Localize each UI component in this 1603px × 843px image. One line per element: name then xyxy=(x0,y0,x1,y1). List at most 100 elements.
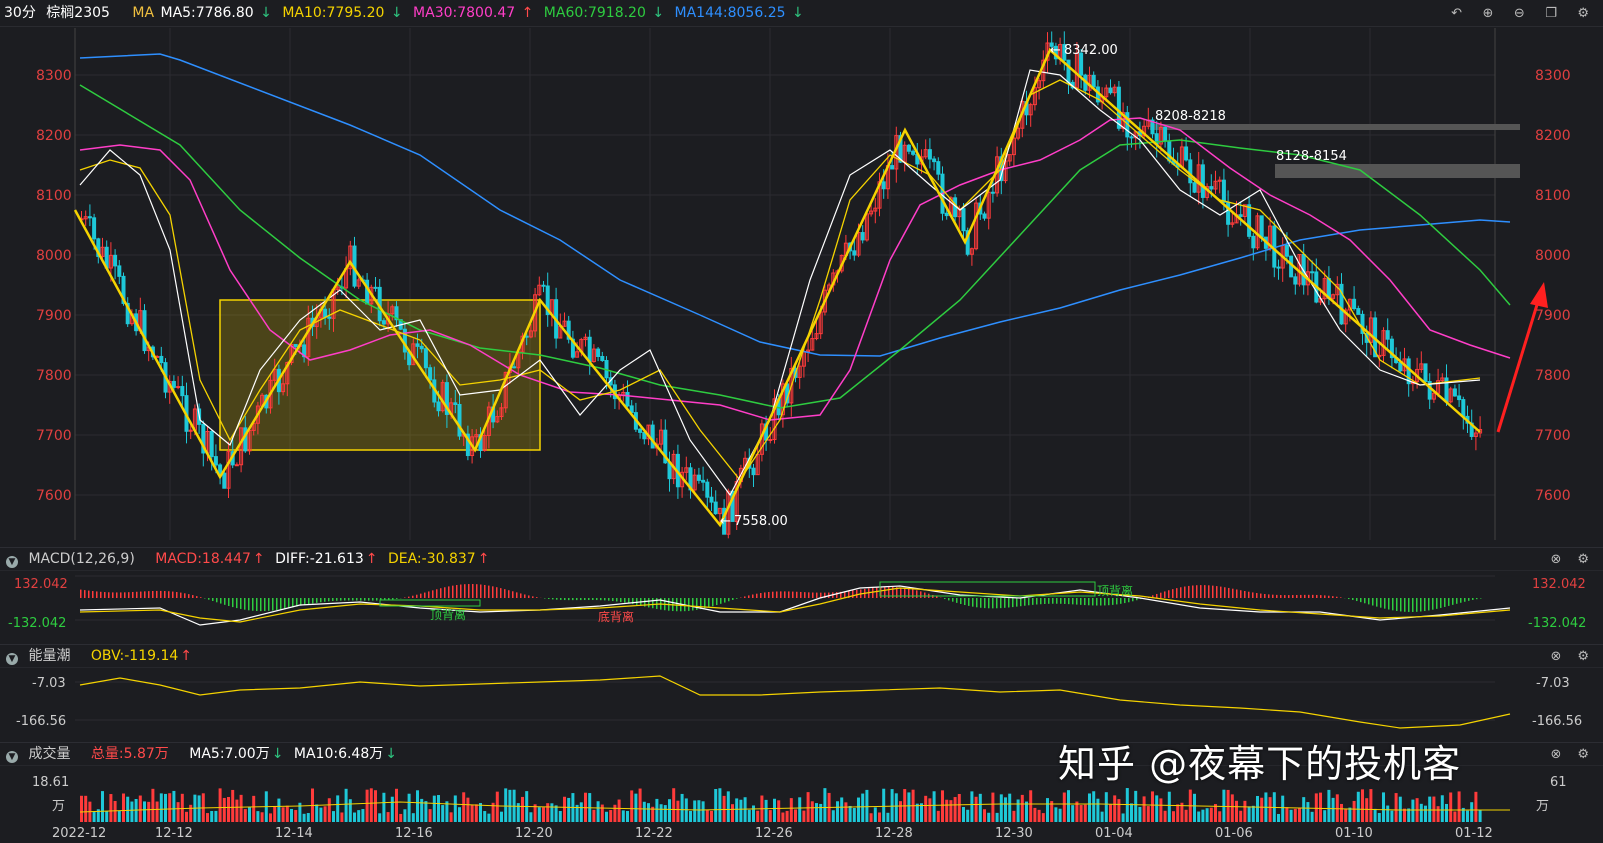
macd-histogram-bar xyxy=(1416,598,1418,612)
settings-icon[interactable]: ⚙ xyxy=(1577,747,1589,762)
macd-histogram-bar xyxy=(532,596,534,598)
candle xyxy=(1213,180,1218,190)
macd-histogram-bar xyxy=(952,598,954,602)
settings-icon[interactable]: ⚙ xyxy=(1577,6,1589,21)
macd-histogram-bar xyxy=(796,591,798,598)
volume-bar xyxy=(466,797,470,822)
macd-histogram-bar xyxy=(784,591,786,598)
macd-histogram-bar xyxy=(1240,590,1242,598)
candle xyxy=(1356,308,1361,315)
macd-histogram-bar xyxy=(160,590,162,598)
volume-bar xyxy=(80,795,83,822)
macd-histogram-bar xyxy=(1132,598,1134,602)
macd-histogram-bar xyxy=(572,598,574,601)
period-label[interactable]: 30分 xyxy=(4,5,36,21)
volume-bar xyxy=(1335,794,1339,822)
volume-bar xyxy=(768,810,772,822)
macd-histogram-bar xyxy=(1276,594,1278,598)
price-tick-right: 8000 xyxy=(1535,248,1571,264)
volume-bar xyxy=(1453,811,1457,822)
macd-histogram-bar xyxy=(1092,598,1094,606)
volume-bar xyxy=(630,790,634,822)
collapse-icon[interactable]: ▼ xyxy=(6,556,18,568)
volume-bar xyxy=(613,804,617,822)
volume-bar xyxy=(1466,810,1469,822)
macd-histogram-bar xyxy=(584,598,586,601)
settings-icon[interactable]: ⚙ xyxy=(1577,552,1589,567)
zoom-in-icon[interactable]: ⊕ xyxy=(1482,6,1494,21)
macd-histogram-bar xyxy=(136,591,138,598)
ma5-arrow: ↓ xyxy=(260,5,272,21)
macd-histogram-bar xyxy=(380,598,382,601)
macd-histogram-bar xyxy=(428,591,430,598)
candle xyxy=(1431,392,1436,400)
candle xyxy=(1016,127,1021,139)
macd-histogram-bar xyxy=(748,595,750,598)
volume-bar xyxy=(1088,793,1091,822)
macd-histogram-bar xyxy=(152,591,154,598)
date-tick: 12-16 xyxy=(395,826,433,841)
macd-histogram-bar xyxy=(760,593,762,598)
undo-icon[interactable]: ↶ xyxy=(1451,6,1463,21)
candle xyxy=(852,250,857,256)
volume-bar xyxy=(722,795,726,822)
candle xyxy=(1104,87,1109,98)
collapse-icon[interactable]: ▼ xyxy=(6,653,18,665)
volume-bar xyxy=(857,797,860,822)
candle xyxy=(990,191,995,194)
macd-histogram-bar xyxy=(1372,598,1374,606)
candle xyxy=(810,338,815,351)
candle xyxy=(1032,87,1037,106)
macd-histogram-bar xyxy=(324,598,326,602)
macd-histogram-bar xyxy=(1120,598,1122,604)
volume-bar xyxy=(101,791,104,822)
macd-histogram-bar xyxy=(1448,598,1450,606)
close-icon[interactable]: ⊗ xyxy=(1550,649,1562,664)
symbol-label[interactable]: 棕榈2305 xyxy=(46,5,110,21)
macd-histogram-bar xyxy=(1080,598,1082,605)
macd-histogram-bar xyxy=(788,591,790,598)
macd-histogram-bar xyxy=(720,598,722,604)
macd-histogram-bar xyxy=(1204,585,1206,598)
volume-bar xyxy=(348,799,352,822)
price-grid xyxy=(75,28,1495,540)
candle xyxy=(1091,74,1096,88)
volume-bar xyxy=(164,793,167,822)
zoom-out-icon[interactable]: ⊖ xyxy=(1513,6,1525,21)
date-tick: 12-30 xyxy=(995,826,1033,841)
candle xyxy=(1352,298,1357,310)
obv-lower-right: -166.56 xyxy=(1532,714,1582,729)
volume-bar xyxy=(1193,793,1196,822)
candle xyxy=(1007,154,1012,162)
volume-bar xyxy=(1109,804,1112,822)
volume-bar xyxy=(290,808,293,822)
window-icon[interactable]: ❐ xyxy=(1545,6,1557,21)
close-icon[interactable]: ⊗ xyxy=(1550,552,1562,567)
macd-histogram-bar xyxy=(820,592,822,598)
volume-bar xyxy=(1289,809,1293,822)
macd-histogram-bar xyxy=(896,587,898,598)
volume-bar xyxy=(344,788,348,822)
macd-histogram-bar xyxy=(888,586,890,598)
macd-histogram-bar xyxy=(1352,598,1354,601)
volume-bar xyxy=(1205,808,1209,822)
candle xyxy=(587,336,592,363)
macd-histogram-bar xyxy=(892,587,894,598)
volume-bar xyxy=(1365,798,1369,822)
volume-bar xyxy=(747,809,751,822)
volume-bar xyxy=(932,791,936,822)
macd-histogram-bar xyxy=(1280,595,1282,598)
candle xyxy=(1196,164,1201,193)
macd-histogram-bar xyxy=(1108,598,1110,606)
watermark: 知乎 @夜幕下的投机客 xyxy=(1058,742,1462,786)
macd-histogram-bar xyxy=(988,598,990,609)
collapse-icon[interactable]: ▼ xyxy=(6,751,18,763)
volume-ma5: MA5:7.00万 xyxy=(189,746,270,762)
candle xyxy=(453,402,458,405)
macd-histogram-bar xyxy=(124,592,126,598)
close-icon[interactable]: ⊗ xyxy=(1550,747,1562,762)
volume-bar xyxy=(143,801,146,822)
settings-icon[interactable]: ⚙ xyxy=(1577,649,1589,664)
volume-pane: 18.61 万 61 万 xyxy=(32,775,1567,822)
